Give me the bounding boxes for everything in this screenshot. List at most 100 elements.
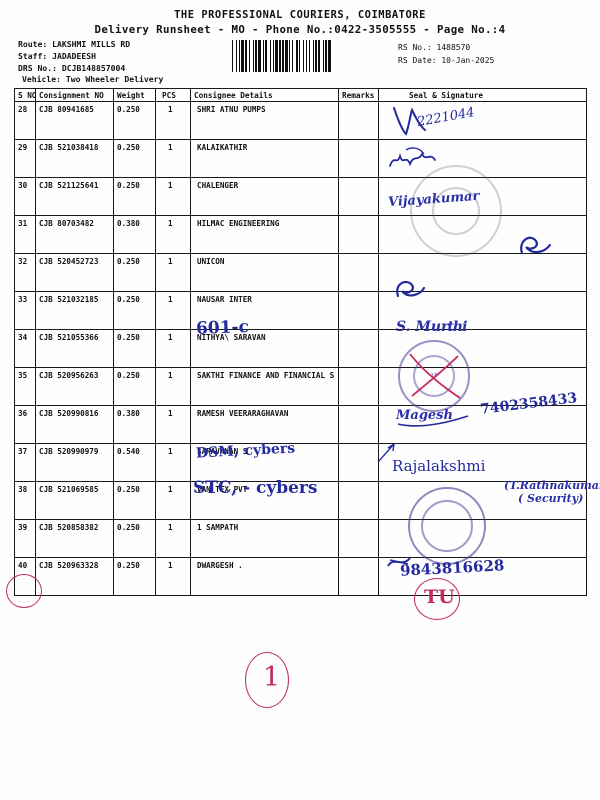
- cell-pcs: 1: [155, 367, 191, 406]
- cell-weight: 0.380: [113, 215, 156, 254]
- table-row: 38 CJB 521069585 0.250 1 VAN TEX PVT: [14, 481, 587, 520]
- cell-remarks: [338, 253, 379, 292]
- table-row: 39 CJB 520858382 0.250 1 1 SAMPATH: [14, 519, 587, 558]
- cell-seal: [378, 101, 587, 140]
- cell-consignment: CJB 520990979: [35, 443, 114, 482]
- cell-consignment: CJB 520963328: [35, 557, 114, 596]
- cell-seal: [378, 557, 587, 596]
- table-row: 28 CJB 80941685 0.250 1 SHRI ATNU PUMPS: [14, 101, 587, 140]
- page-mark-bottom-circle: [245, 652, 289, 708]
- col-header-consignee: Consignee Details: [190, 88, 339, 102]
- document-subtitle: Delivery Runsheet - MO - Phone No.:0422-…: [94, 23, 506, 36]
- staff-label: Staff: JADADEESH: [18, 50, 96, 61]
- cell-remarks: [338, 443, 379, 482]
- cell-consignment: CJB 521032185: [35, 291, 114, 330]
- table-header: S NO Consignment NO Weight PCS Consignee…: [14, 88, 587, 102]
- cell-consignment: CJB 521125641: [35, 177, 114, 216]
- cell-consignment: CJB 520956263: [35, 367, 114, 406]
- cell-pcs: 1: [155, 329, 191, 368]
- cell-remarks: [338, 329, 379, 368]
- col-header-seal: Seal & Signature: [378, 88, 587, 102]
- cell-pcs: 1: [155, 443, 191, 482]
- cell-pcs: 1: [155, 405, 191, 444]
- cell-sno: 40: [14, 557, 36, 596]
- cell-pcs: 1: [155, 139, 191, 178]
- cell-consignee: DWARGESH .: [190, 557, 339, 596]
- cell-sno: 33: [14, 291, 36, 330]
- cell-remarks: [338, 519, 379, 558]
- cell-weight: 0.380: [113, 405, 156, 444]
- cell-weight: 0.250: [113, 291, 156, 330]
- cell-seal: [378, 405, 587, 444]
- cell-consignment: CJB 80941685: [35, 101, 114, 140]
- cell-consignment: CJB 521038418: [35, 139, 114, 178]
- cell-remarks: [338, 101, 379, 140]
- header-meta-right: RS No.: 1488570 RS Date: 10-Jan-2025: [398, 42, 494, 67]
- cell-consignee: VAN TEX PVT: [190, 481, 339, 520]
- cell-sno: 39: [14, 519, 36, 558]
- cell-remarks: [338, 557, 379, 596]
- cell-sno: 31: [14, 215, 36, 254]
- rs-no-label: RS No.: 1488570: [398, 43, 471, 52]
- cell-pcs: 1: [155, 557, 191, 596]
- table-row: 30 CJB 521125641 0.250 1 CHALENGER: [14, 177, 587, 216]
- cell-weight: 0.250: [113, 519, 156, 558]
- cell-consignee: SAKTHI FINANCE AND FINANCIAL S: [190, 367, 339, 406]
- cell-consignee: CHALENGER: [190, 177, 339, 216]
- cell-sno: 35: [14, 367, 36, 406]
- cell-seal: [378, 329, 587, 368]
- cell-remarks: [338, 139, 379, 178]
- runsheet-table: S NO Consignment NO Weight PCS Consignee…: [14, 88, 587, 596]
- document-header: THE PROFESSIONAL COURIERS, COIMBATORE De…: [0, 0, 600, 86]
- col-header-pcs: PCS: [155, 88, 191, 102]
- cell-pcs: 1: [155, 215, 191, 254]
- drs-no-label: DRS No.: DCJB148857004: [18, 62, 126, 73]
- cell-consignment: CJB 520452723: [35, 253, 114, 292]
- cell-consignee: SHRI ATNU PUMPS: [190, 101, 339, 140]
- cell-sno: 36: [14, 405, 36, 444]
- table-row: 35 CJB 520956263 0.250 1 SAKTHI FINANCE AND …: [14, 367, 587, 406]
- cell-consignee: RAMESH VEERARAGHAVAN: [190, 405, 339, 444]
- cell-sno: 34: [14, 329, 36, 368]
- col-header-sno: S NO: [14, 88, 37, 102]
- cell-weight: 0.250: [113, 253, 156, 292]
- cell-seal: [378, 177, 587, 216]
- table-header-row: S NO Consignment NO Weight PCS Consignee…: [14, 88, 587, 102]
- cell-weight: 0.250: [113, 101, 156, 140]
- page-mark-bottom: 1: [263, 662, 281, 693]
- table-row: 33 CJB 521032185 0.250 1 NAUSAR INTER: [14, 291, 587, 330]
- cell-sno: 37: [14, 443, 36, 482]
- cell-sno: 32: [14, 253, 36, 292]
- cell-consignee: UNICON: [190, 253, 339, 292]
- cell-consignment: CJB 521069585: [35, 481, 114, 520]
- cell-sno: 29: [14, 139, 36, 178]
- table-row: 34 CJB 521055366 0.250 1 NITHYA\ SARAVAN: [14, 329, 587, 368]
- cell-consignee: 1 SAMPATH: [190, 519, 339, 558]
- cell-seal: [378, 481, 587, 520]
- cell-sno: 30: [14, 177, 36, 216]
- col-header-weight: Weight: [113, 88, 156, 102]
- table-row: 32 CJB 520452723 0.250 1 UNICON: [14, 253, 587, 292]
- cell-remarks: [338, 215, 379, 254]
- cell-remarks: [338, 405, 379, 444]
- rs-date-label: RS Date: 10-Jan-2025: [398, 55, 495, 65]
- cell-weight: 0.250: [113, 139, 156, 178]
- table-row: 29 CJB 521038418 0.250 1 KALAIKATHIR: [14, 139, 587, 178]
- col-header-remarks: Remarks: [338, 88, 379, 102]
- cell-pcs: 1: [155, 253, 191, 292]
- cell-pcs: 1: [155, 177, 191, 216]
- table-body: 28 CJB 80941685 0.250 1 SHRI ATNU PUMPS 29 CJB…: [14, 101, 587, 596]
- cell-seal: [378, 253, 587, 292]
- cell-seal: [378, 215, 587, 254]
- cell-pcs: 1: [155, 101, 191, 140]
- cell-sno: 38: [14, 481, 36, 520]
- col-header-consignment: Consignment NO: [35, 88, 114, 102]
- cell-seal: [378, 367, 587, 406]
- cell-consignment: CJB 520990816: [35, 405, 114, 444]
- cell-seal: [378, 291, 587, 330]
- cell-seal: [378, 443, 587, 482]
- vehicle-label: Vehicle: Two Wheeler Delivery: [22, 74, 164, 85]
- cell-sno: 28: [14, 101, 36, 140]
- cell-pcs: 1: [155, 291, 191, 330]
